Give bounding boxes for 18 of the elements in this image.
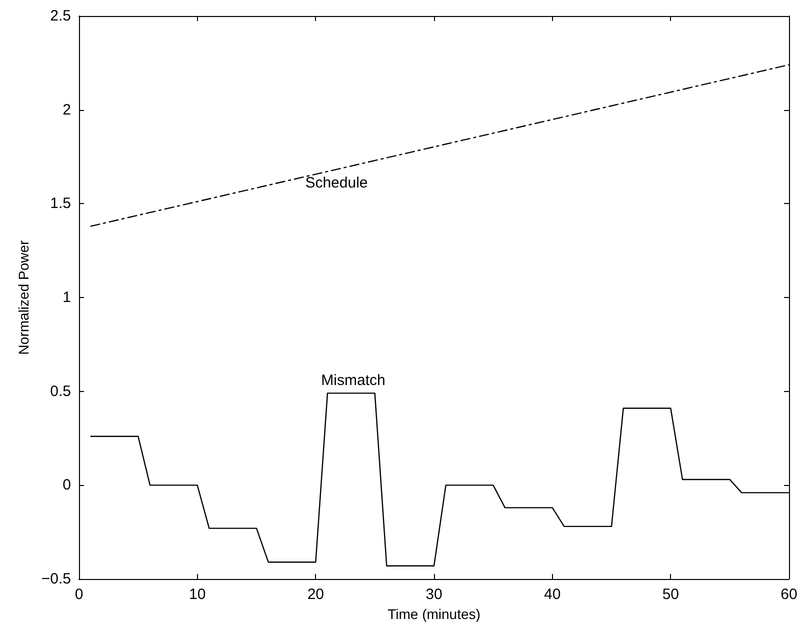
y-tick-label: −0.5 (41, 570, 71, 588)
y-tick-label: 0.5 (50, 382, 71, 400)
x-tick-label: 10 (188, 586, 206, 603)
y-tick-label: 2.5 (50, 8, 71, 24)
y-tick-label: 1.5 (50, 195, 71, 212)
x-tick-label: 60 (780, 586, 798, 603)
y-axis-title: Normalized Power (15, 240, 32, 355)
x-tick-label: 0 (74, 586, 84, 603)
y-tick-label: 2 (62, 101, 71, 118)
x-tick-label: 20 (307, 586, 324, 603)
x-axis-title: Time (minutes) (388, 606, 480, 622)
y-tick-label: 1 (62, 289, 71, 306)
series-label: Schedule (305, 174, 368, 192)
x-tick-label: 40 (544, 586, 561, 603)
x-tick-label: 30 (426, 586, 442, 603)
series-label: Mismatch (321, 372, 386, 390)
x-tick-label: 50 (662, 586, 680, 603)
y-tick-label: 0 (62, 476, 71, 494)
